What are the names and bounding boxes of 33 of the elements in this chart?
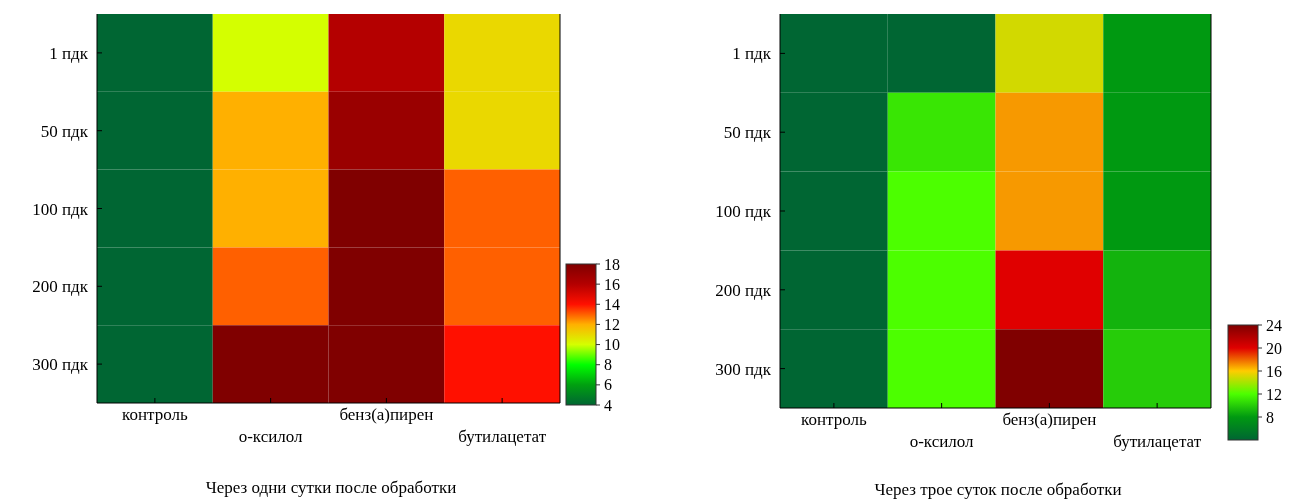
color-bar-label: 16	[1266, 362, 1282, 380]
color-bar-label: 20	[1266, 339, 1282, 357]
y-tick-label: 200 пдк	[715, 280, 772, 300]
color-bar-label: 24	[1266, 316, 1282, 334]
y-tick-label: 100 пдк	[32, 199, 89, 219]
x-tick-label: бутилацетат	[458, 427, 547, 446]
color-bar-label: 8	[1266, 408, 1274, 426]
x-tick-label: о-ксилол	[909, 432, 975, 451]
color-bar-label: 6	[604, 376, 612, 394]
y-tick-label: 300 пдк	[715, 359, 772, 379]
text: Через одни сутки после обработки	[204, 478, 458, 498]
color-bar-label: 12	[604, 315, 620, 333]
x-tick-label: контроль	[122, 405, 188, 424]
color-bar-label: 8	[604, 356, 612, 374]
x-tick-label: бенз(а)пирен	[339, 405, 434, 424]
y-tick-label: 1 пдк	[732, 44, 772, 64]
color-bar-label: 14	[604, 295, 620, 313]
x-tick-label: бенз(а)пирен	[1002, 410, 1097, 429]
color-bar-label: 16	[604, 275, 620, 293]
color-bar-label: 4	[604, 396, 612, 414]
y-tick-label: 50 пдк	[40, 121, 89, 141]
x-tick-label: о-ксилол	[238, 427, 304, 446]
x-tick-label: контроль	[801, 410, 867, 429]
text: Через трое суток после обработки	[873, 480, 1123, 499]
color-bar-label: 18	[604, 255, 620, 273]
y-tick-label: 100 пдк	[715, 202, 772, 222]
y-tick-label: 50 пдк	[723, 123, 772, 143]
y-tick-label: 1 пдк	[49, 43, 89, 63]
y-tick-label: 300 пдк	[32, 355, 89, 375]
x-tick-label: бутилацетат	[1113, 432, 1202, 451]
color-bar-label: 12	[1266, 385, 1282, 403]
color-bar-label: 10	[604, 336, 620, 354]
y-tick-label: 200 пдк	[32, 277, 89, 297]
